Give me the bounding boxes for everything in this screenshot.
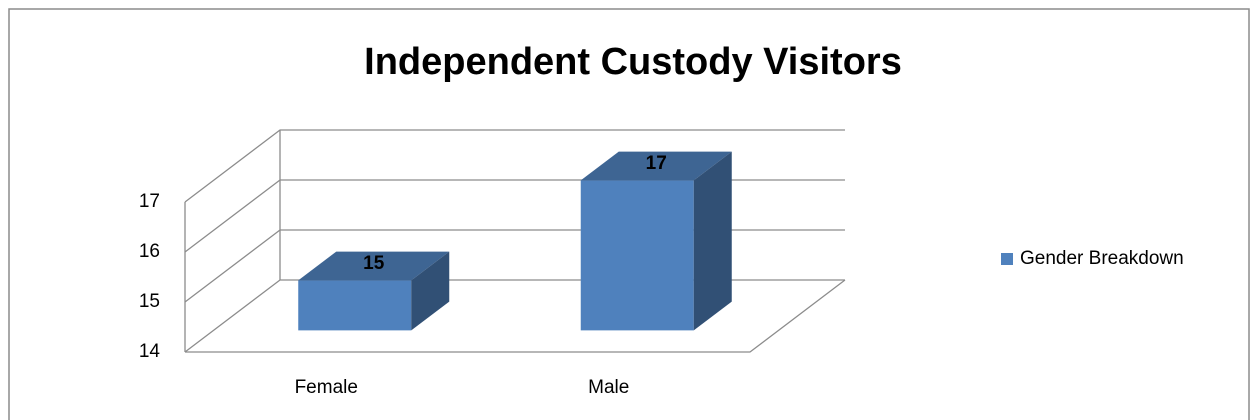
bar-front [298,280,412,331]
floor [185,279,846,353]
y-tick-label: 17 [139,191,160,212]
chart-title: Independent Custody Visitors [364,41,902,83]
bar [298,251,450,331]
y-tick-label: 15 [139,291,160,312]
bar-front [580,180,694,331]
bar-top [298,251,450,281]
grid-line [184,129,845,203]
x-tick-label: Female [295,377,358,398]
y-tick-label: 14 [139,341,161,362]
bar-top [580,151,732,181]
y-tick-label: 16 [139,241,160,262]
legend-label: Gender Breakdown [1020,248,1184,269]
legend-swatch [1001,253,1013,265]
bar-side [693,151,732,331]
x-tick-label: Male [588,377,629,398]
data-label: 15 [363,253,385,274]
data-label: 17 [646,153,667,174]
bar-side [411,251,450,331]
bar [580,151,732,331]
